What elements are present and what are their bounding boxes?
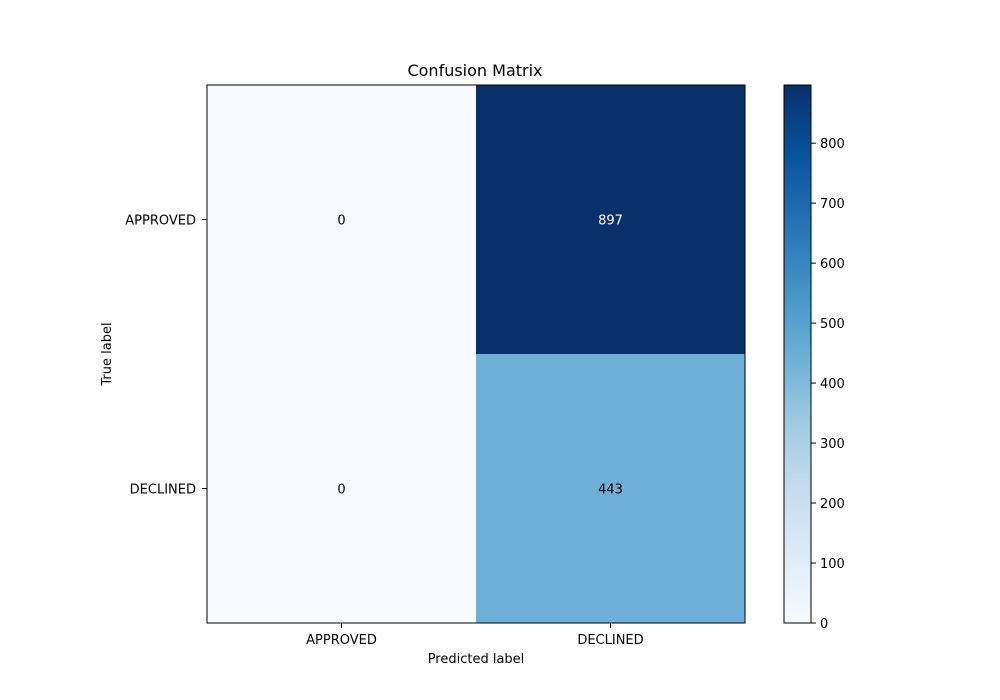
cell-value-label: 897: [598, 214, 623, 229]
chart-title: Confusion Matrix: [407, 61, 542, 80]
y-axis-label: True label: [100, 322, 115, 386]
colorbar-tick-label: 600: [820, 257, 845, 272]
colorbar-ticks: 0 100 200 300 400 500 600 700 800: [811, 137, 845, 632]
heatmap-cell: [476, 354, 745, 623]
colorbar: [783, 84, 812, 624]
cell-value-label: 0: [337, 483, 345, 498]
x-tick-label: DECLINED: [577, 633, 643, 648]
colorbar-tick-label: 800: [820, 137, 845, 152]
cell-value-label: 0: [337, 214, 345, 229]
colorbar-tick-label: 700: [820, 197, 845, 212]
heatmap-cell: [476, 85, 745, 354]
colorbar-tick-label: 0: [820, 617, 828, 632]
cell-value-label: 443: [598, 483, 623, 498]
colorbar-tick-label: 200: [820, 497, 845, 512]
colorbar-tick-label: 100: [820, 557, 845, 572]
heatmap-cells: 0 897 0 443: [207, 85, 745, 623]
y-axis-ticks: APPROVED DECLINED: [125, 214, 207, 498]
x-axis-ticks: APPROVED DECLINED: [306, 623, 644, 648]
x-axis-label: Predicted label: [428, 652, 525, 667]
colorbar-tick-label: 400: [820, 377, 845, 392]
colorbar-tick-label: 500: [820, 317, 845, 332]
heatmap-frame: [206, 84, 746, 624]
x-tick-label: APPROVED: [306, 633, 377, 648]
y-tick-label: DECLINED: [130, 483, 196, 498]
colorbar-tick-label: 300: [820, 437, 845, 452]
heatmap-cell: [207, 354, 476, 623]
heatmap-cell: [207, 85, 476, 354]
y-tick-label: APPROVED: [125, 214, 196, 229]
